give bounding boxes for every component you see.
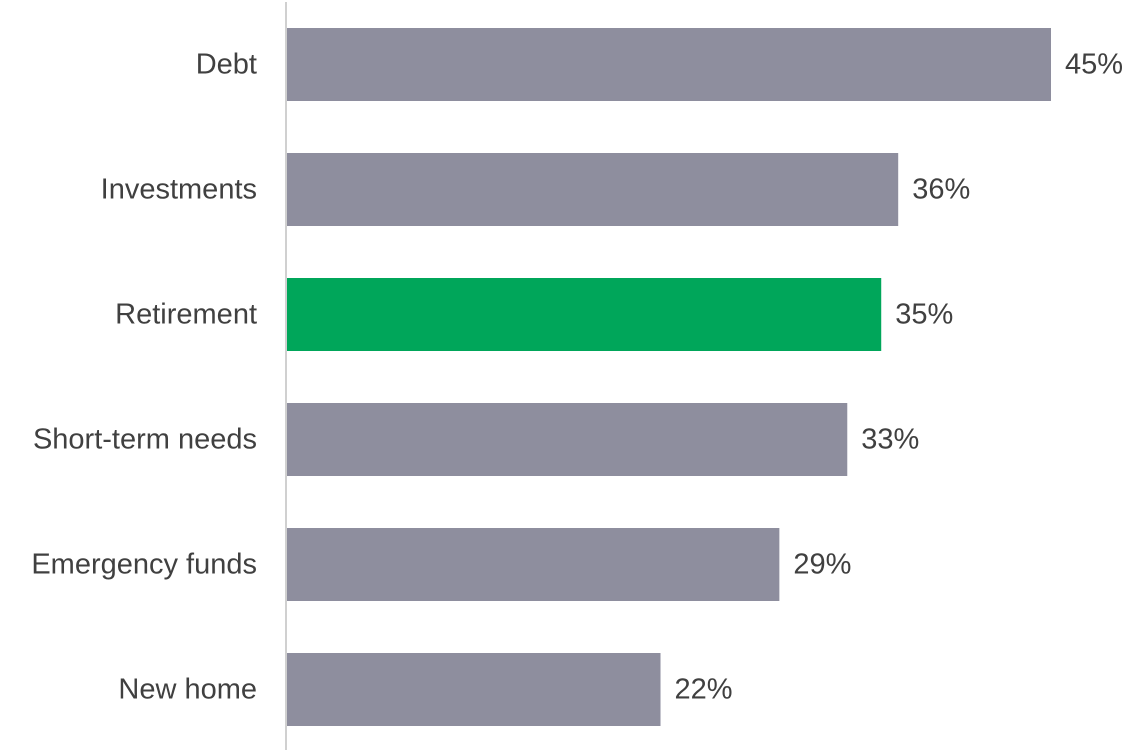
labels-layer: Debt 45% Investments 36% Retirement 35% Short-… bbox=[31, 49, 1123, 706]
value-label: 29% bbox=[793, 549, 851, 581]
value-label: 22% bbox=[675, 674, 733, 706]
category-label: Emergency funds bbox=[31, 549, 257, 581]
category-label: New home bbox=[118, 674, 257, 706]
bars-layer bbox=[287, 28, 1051, 726]
value-label: 36% bbox=[912, 174, 970, 206]
category-label: Investments bbox=[101, 174, 257, 206]
bar-investments bbox=[287, 153, 899, 226]
bar-new-home bbox=[287, 653, 661, 726]
value-label: 35% bbox=[895, 299, 953, 331]
bar-retirement bbox=[287, 278, 882, 351]
value-label: 45% bbox=[1065, 49, 1123, 81]
category-label: Short-term needs bbox=[33, 424, 257, 456]
category-label: Debt bbox=[196, 49, 257, 81]
value-label: 33% bbox=[861, 424, 919, 456]
bar-debt bbox=[287, 28, 1051, 101]
bar-emergency-funds bbox=[287, 528, 780, 601]
category-label: Retirement bbox=[115, 299, 257, 331]
bar-short-term-needs bbox=[287, 403, 848, 476]
